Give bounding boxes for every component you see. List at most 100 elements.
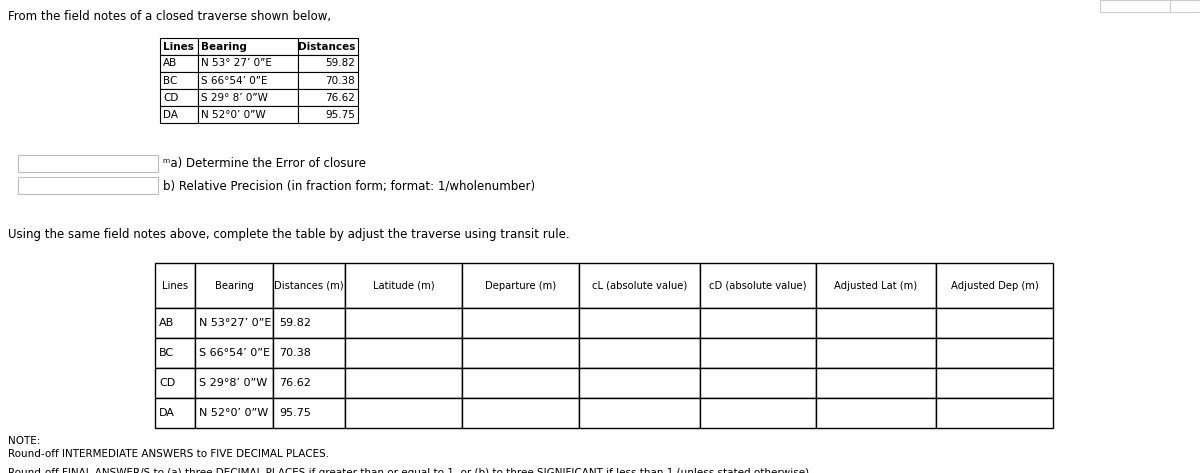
Bar [700, 263, 816, 308]
Text: Using the same field notes above, complete the table by adjust the traverse usin: Using the same field notes above, comple… [8, 228, 570, 241]
Bar [580, 398, 700, 428]
Bar [198, 55, 298, 72]
Text: CD: CD [163, 93, 179, 103]
Bar [155, 308, 194, 338]
Text: 76.62: 76.62 [325, 93, 355, 103]
Bar [298, 38, 358, 55]
Bar [936, 398, 1054, 428]
Bar [700, 368, 816, 398]
Bar [580, 308, 700, 338]
Text: N 53°27’ 0”E: N 53°27’ 0”E [199, 318, 271, 328]
Text: 70.38: 70.38 [278, 348, 311, 358]
Text: AB: AB [158, 318, 174, 328]
Text: 59.82: 59.82 [278, 318, 311, 328]
Bar [155, 368, 194, 398]
Bar [936, 368, 1054, 398]
Bar [936, 338, 1054, 368]
Text: S 66°54’ 0”E: S 66°54’ 0”E [202, 76, 268, 86]
Bar [580, 263, 700, 308]
Bar [580, 368, 700, 398]
Text: N 53° 27’ 0”E: N 53° 27’ 0”E [202, 59, 272, 69]
Bar [194, 263, 274, 308]
Bar [462, 398, 580, 428]
Bar [298, 89, 358, 106]
Bar [160, 89, 198, 106]
Text: ᵐa) Determine the Error of closure: ᵐa) Determine the Error of closure [163, 157, 366, 170]
Bar [700, 398, 816, 428]
Bar [346, 308, 462, 338]
Text: Round-off FINAL ANSWER/S to (a) three DECIMAL PLACES if greater than or equal to: Round-off FINAL ANSWER/S to (a) three DE… [8, 468, 809, 473]
Bar [274, 398, 346, 428]
Bar [298, 106, 358, 123]
Bar [274, 308, 346, 338]
Text: N 52°0’ 0”W: N 52°0’ 0”W [199, 408, 269, 418]
Text: S 29°8’ 0”W: S 29°8’ 0”W [199, 378, 268, 388]
Bar [1100, 0, 1170, 12]
Bar [160, 106, 198, 123]
Bar [155, 263, 194, 308]
Bar [936, 263, 1054, 308]
Text: BC: BC [163, 76, 178, 86]
Text: 95.75: 95.75 [325, 110, 355, 120]
Text: NOTE:: NOTE: [8, 436, 41, 446]
Bar [462, 263, 580, 308]
Bar [194, 338, 274, 368]
Bar [700, 338, 816, 368]
Bar [198, 72, 298, 89]
Bar [816, 263, 936, 308]
Text: S 29° 8’ 0”W: S 29° 8’ 0”W [202, 93, 268, 103]
Bar [816, 308, 936, 338]
Bar [346, 338, 462, 368]
Text: Distances (m): Distances (m) [274, 280, 344, 290]
Text: Adjusted Lat (m): Adjusted Lat (m) [834, 280, 918, 290]
Bar [346, 398, 462, 428]
Text: AB: AB [163, 59, 178, 69]
Text: 70.38: 70.38 [325, 76, 355, 86]
Bar [298, 72, 358, 89]
Text: cD (absolute value): cD (absolute value) [709, 280, 806, 290]
Bar [298, 55, 358, 72]
Text: 95.75: 95.75 [278, 408, 311, 418]
Bar [155, 398, 194, 428]
Bar [816, 368, 936, 398]
Text: Latitude (m): Latitude (m) [373, 280, 434, 290]
Bar [462, 338, 580, 368]
Text: Bearing: Bearing [202, 42, 247, 52]
Text: Departure (m): Departure (m) [485, 280, 556, 290]
Text: DA: DA [163, 110, 178, 120]
Bar [18, 155, 158, 172]
Text: Distances: Distances [298, 42, 355, 52]
Bar [160, 38, 198, 55]
Text: CD: CD [158, 378, 175, 388]
Text: Lines: Lines [162, 280, 188, 290]
Text: BC: BC [158, 348, 174, 358]
Text: DA: DA [158, 408, 175, 418]
Bar [346, 368, 462, 398]
Bar [346, 263, 462, 308]
Bar [160, 55, 198, 72]
Bar [194, 398, 274, 428]
Text: Lines: Lines [163, 42, 194, 52]
Bar [462, 308, 580, 338]
Bar [194, 308, 274, 338]
Bar [18, 177, 158, 194]
Bar [816, 398, 936, 428]
Bar [160, 72, 198, 89]
Bar [700, 308, 816, 338]
Text: 59.82: 59.82 [325, 59, 355, 69]
Bar [198, 89, 298, 106]
Bar [155, 338, 194, 368]
Bar [936, 308, 1054, 338]
Text: 76.62: 76.62 [278, 378, 311, 388]
Text: cL (absolute value): cL (absolute value) [592, 280, 688, 290]
Text: Adjusted Dep (m): Adjusted Dep (m) [950, 280, 1038, 290]
Bar [274, 368, 346, 398]
Text: From the field notes of a closed traverse shown below,: From the field notes of a closed travers… [8, 10, 331, 23]
Bar [198, 38, 298, 55]
Bar [274, 263, 346, 308]
Bar [580, 338, 700, 368]
Text: Bearing: Bearing [215, 280, 253, 290]
Text: b) Relative Precision (in fraction form; format: 1/wholenumber): b) Relative Precision (in fraction form;… [163, 179, 535, 192]
Bar [1170, 0, 1200, 12]
Bar [194, 368, 274, 398]
